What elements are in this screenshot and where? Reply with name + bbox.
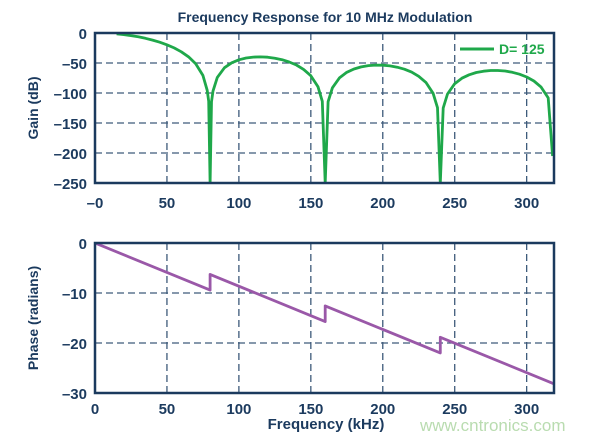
phase-series-line: [95, 243, 554, 386]
phase-x-tick-label: 50: [159, 401, 176, 418]
watermark: www.cntronics.com: [419, 416, 565, 435]
gain-x-tick-label: –0: [87, 195, 104, 212]
gain-x-tick-label: 100: [226, 195, 251, 212]
gain-series-line: [116, 33, 554, 183]
phase-x-tick-label: 250: [442, 401, 467, 418]
legend: D= 125: [460, 41, 545, 57]
gain-x-tick-label: 150: [298, 195, 323, 212]
gain-x-tick-label: 50: [159, 195, 176, 212]
phase-plot-frame: [93, 241, 556, 395]
gain-plot-frame: [93, 31, 556, 185]
gain-y-tick-label: –200: [54, 146, 87, 163]
phase-x-tick-label: 0: [91, 401, 99, 418]
gain-x-tick-label: 250: [442, 195, 467, 212]
gain-x-tick-label: 200: [370, 195, 395, 212]
phase-x-tick-label: 100: [226, 401, 251, 418]
legend-label-gain: D= 125: [499, 41, 545, 57]
phase-y-tick-label: –20: [62, 336, 87, 353]
phase-x-tick-label: 150: [298, 401, 323, 418]
phase-y-tick-label: 0: [79, 236, 87, 253]
gain-y-tick-label: –150: [54, 116, 87, 133]
gain-y-tick-label: –250: [54, 176, 87, 193]
x-axis-label: Frequency (kHz): [268, 416, 385, 433]
gain-y-tick-label: 0: [79, 26, 87, 43]
gain-y-tick-label: –50: [62, 56, 87, 73]
phase-y-axis-label: Phase (radians): [25, 266, 41, 370]
chart-title: Frequency Response for 10 MHz Modulation: [178, 9, 473, 25]
phase-y-tick-label: –30: [62, 386, 87, 403]
gain-x-tick-label: 300: [514, 195, 539, 212]
gain-y-axis-label: Gain (dB): [25, 77, 41, 140]
phase-x-tick-label: 300: [514, 401, 539, 418]
phase-x-tick-label: 200: [370, 401, 395, 418]
gain-y-tick-label: –100: [54, 86, 87, 103]
phase-y-tick-label: –10: [62, 286, 87, 303]
